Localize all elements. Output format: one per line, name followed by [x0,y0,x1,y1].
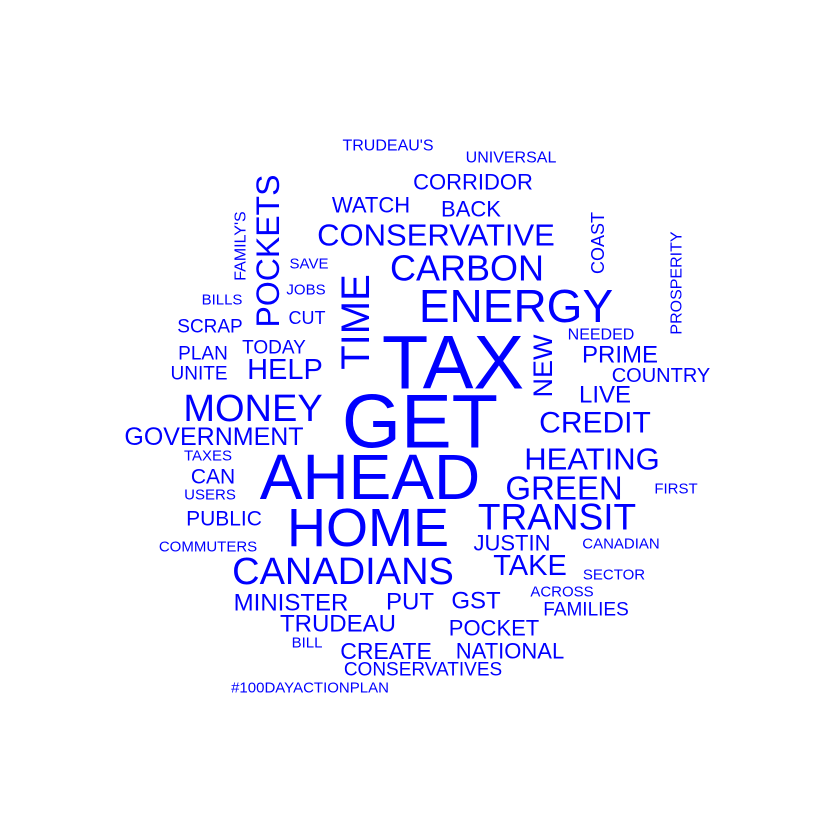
word-justin: JUSTIN [474,531,551,556]
word-gst: GST [451,588,501,615]
word-users: USERS [184,487,236,504]
word-canadian: CANADIAN [582,536,660,553]
word-time: TIME [334,274,378,370]
word-sector: SECTOR [583,567,645,584]
word-tax: TAX [382,321,524,406]
word-bills: BILLS [202,292,243,309]
word-take: TAKE [493,550,567,582]
word-pockets: POCKETS [250,175,286,328]
word-coast: COAST [588,212,608,274]
word-public: PUBLIC [186,508,262,531]
word-back: BACK [441,197,501,222]
word-money: MONEY [183,388,322,430]
word-universal: UNIVERSAL [466,150,557,167]
word-trudeau-s: TRUDEAU'S [342,138,433,155]
word-scrap: SCRAP [177,317,242,338]
word-taxes: TAXES [184,448,232,465]
word-needed: NEEDED [568,327,635,344]
word-corridor: CORRIDOR [413,170,533,195]
word-unite: UNITE [171,364,228,385]
word-carbon: CARBON [390,248,544,289]
word-jobs: JOBS [286,282,325,299]
word-families: FAMILIES [543,600,629,621]
word-today: TODAY [242,338,306,359]
word-minister: MINISTER [234,590,349,617]
word-trudeau: TRUDEAU [280,611,396,638]
word-country: COUNTRY [612,365,711,387]
word-prosperity: PROSPERITY [669,231,686,334]
word-put: PUT [386,589,434,616]
word-canadians: CANADIANS [232,551,454,593]
word-green: GREEN [505,470,622,507]
word-conservative: CONSERVATIVE [317,218,555,253]
word-new: NEW [528,334,558,398]
word-get: GET [342,380,498,465]
word-government: GOVERNMENT [124,423,303,451]
word-can: CAN [191,466,235,489]
word-cut: CUT [289,308,326,328]
word-100dayactionplan: #100DAYACTIONPLAN [231,680,389,697]
word-home: HOME [287,498,449,558]
word-ahead: AHEAD [260,441,481,513]
word-across: ACROSS [530,584,593,601]
word-heating: HEATING [524,442,660,477]
word-transit: TRANSIT [478,497,636,538]
word-pocket: POCKET [449,616,539,641]
word-create: CREATE [340,638,432,664]
word-help: HELP [247,354,323,386]
word-first: FIRST [654,481,697,498]
word-credit: CREDIT [539,407,651,440]
word-conservatives: CONSERVATIVES [344,660,502,681]
word-bill: BILL [292,635,323,652]
word-prime: PRIME [582,342,658,369]
word-energy: ENERGY [419,280,613,332]
word-commuters: COMMUTERS [159,539,257,556]
word-watch: WATCH [332,193,410,218]
word-live: LIVE [579,382,631,409]
word-family-s: FAMILY'S [233,211,250,280]
word-save: SAVE [290,256,329,273]
word-plan: PLAN [178,344,228,365]
word-national: NATIONAL [456,639,564,664]
